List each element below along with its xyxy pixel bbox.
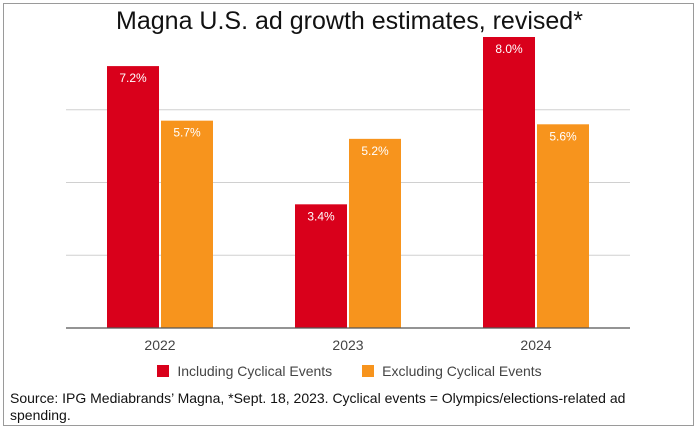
- bar-2024-excluding: [537, 124, 589, 328]
- x-tick-label-2024: 2024: [520, 337, 551, 353]
- data-label-2024-including: 8.0%: [495, 42, 523, 56]
- data-label-2023-excluding: 5.2%: [361, 144, 389, 158]
- legend-label-including: Including Cyclical Events: [177, 363, 333, 379]
- legend-item-including: Including Cyclical Events: [157, 363, 332, 379]
- legend: Including Cyclical Events Excluding Cycl…: [0, 363, 699, 379]
- source-note: Source: IPG Mediabrands’ Magna, *Sept. 1…: [10, 390, 626, 423]
- bar-2024-including: [483, 37, 535, 328]
- bar-2022-including: [107, 66, 159, 328]
- bar-2023-excluding: [349, 138, 401, 328]
- data-label-2023-including: 3.4%: [307, 209, 335, 223]
- bar-2023-including: [295, 204, 347, 328]
- legend-label-excluding: Excluding Cyclical Events: [382, 363, 542, 379]
- legend-swatch-including: [157, 365, 170, 377]
- bar-2022-excluding: [161, 120, 213, 328]
- data-label-2022-including: 7.2%: [119, 71, 147, 85]
- x-tick-label-2022: 2022: [144, 337, 175, 353]
- x-tick-label-2023: 2023: [332, 337, 363, 353]
- data-label-2024-excluding: 5.6%: [549, 129, 577, 143]
- legend-item-excluding: Excluding Cyclical Events: [362, 363, 542, 379]
- chart-title: Magna U.S. ad growth estimates, revised*: [116, 7, 583, 35]
- legend-swatch-excluding: [362, 365, 375, 377]
- data-label-2022-excluding: 5.7%: [173, 126, 201, 140]
